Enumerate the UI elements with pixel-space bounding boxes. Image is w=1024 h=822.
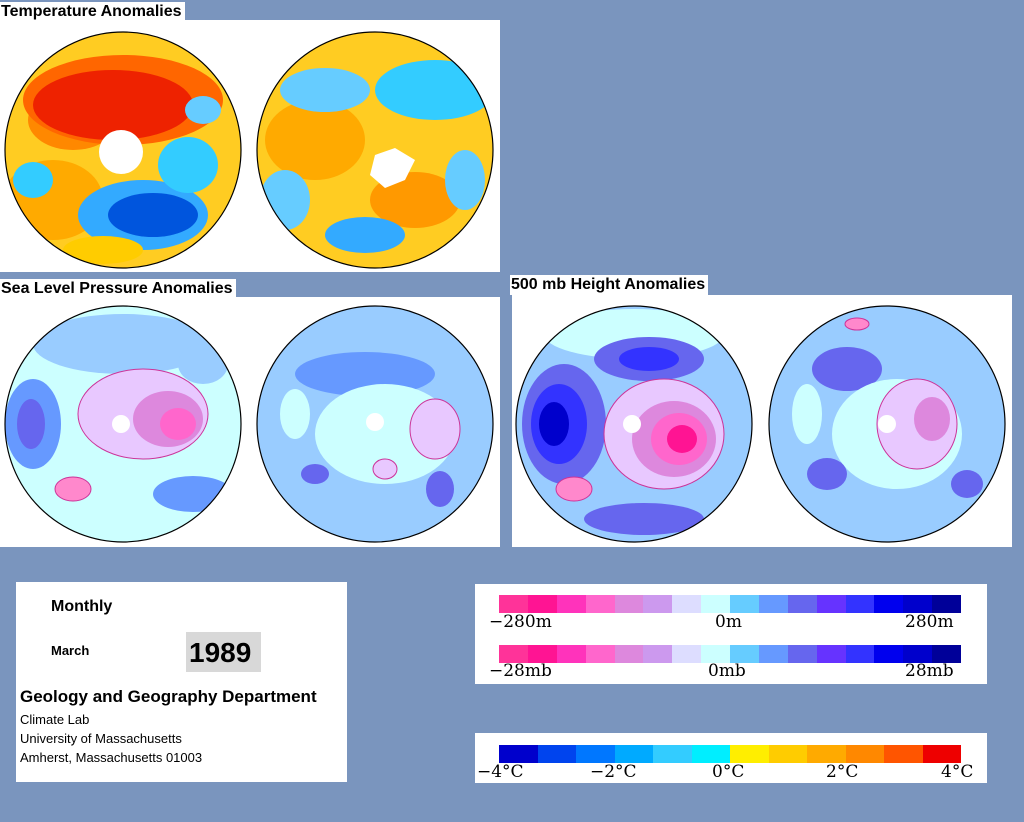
period-label: Monthly	[51, 598, 113, 615]
temperature-tick-neg2: −2°C	[590, 762, 637, 782]
height500-globe-north	[514, 304, 754, 544]
info-panel: Monthly March 1989 Geology and Geography…	[16, 582, 347, 782]
pressure-colorbar	[499, 645, 961, 663]
slp-globe-north	[3, 304, 243, 544]
temperature-title: Temperature Anomalies	[0, 2, 185, 22]
temperature-tick-zero: 0°C	[712, 762, 745, 782]
university-label: University of Massachusetts	[20, 731, 182, 746]
month-label: March	[51, 643, 90, 658]
pressure-tick-min: −28mb	[489, 661, 552, 681]
department-label: Geology and Geography Department	[20, 687, 317, 706]
pressure-tick-max: 28mb	[905, 661, 954, 681]
temperature-tick-pos2: 2°C	[826, 762, 859, 782]
temperature-tick-neg4: −4°C	[477, 762, 524, 782]
height500-title: 500 mb Height Anomalies	[510, 275, 709, 295]
height-colorbar	[499, 595, 961, 613]
height-tick-zero: 0m	[715, 612, 742, 632]
lab-label: Climate Lab	[20, 712, 90, 727]
anomaly-legend: −280m 0m 280m −28mb 0mb 28mb	[475, 584, 987, 684]
height-tick-min: −280m	[489, 612, 552, 632]
year-label: 1989	[189, 637, 252, 668]
temperature-globe-south	[255, 30, 495, 270]
year-box: 1989	[186, 632, 261, 672]
height500-globe-south	[767, 304, 1007, 544]
temperature-tick-pos4: 4°C	[941, 762, 974, 782]
slp-title: Sea Level Pressure Anomalies	[0, 279, 236, 299]
height-tick-max: 280m	[905, 612, 954, 632]
pressure-tick-zero: 0mb	[708, 661, 746, 681]
temperature-legend: −4°C −2°C 0°C 2°C 4°C	[475, 733, 987, 783]
temperature-colorbar	[499, 745, 961, 763]
slp-globe-south	[255, 304, 495, 544]
temperature-globe-north	[3, 30, 243, 270]
address-label: Amherst, Massachusetts 01003	[20, 750, 203, 765]
